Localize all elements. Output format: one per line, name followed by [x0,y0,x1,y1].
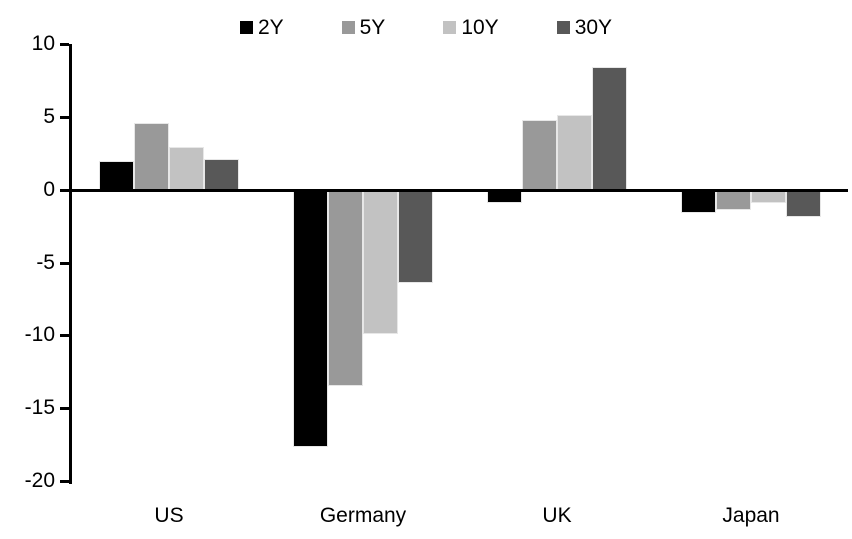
zero-baseline [69,188,848,192]
y-axis-tick [60,188,69,192]
category-label-japan: Japan [722,504,780,527]
bar-us-2y [99,160,134,190]
bar-germany-2y [293,189,328,448]
legend-label: 2Y [257,15,284,39]
bar-us-10y [169,147,204,190]
y-axis-tick [60,115,69,119]
bar-uk-10y [557,115,592,190]
y-axis-tick-label: -20 [24,469,55,492]
category-label-us: US [154,504,184,527]
y-axis-tick-label: -15 [24,396,55,420]
y-axis-tick [60,43,69,46]
bar-japan-30y [786,189,821,218]
legend-item-30y: 30Y [556,15,613,39]
category-label-uk: UK [542,504,572,527]
legend-item-5y: 5Y [341,15,386,39]
bar-uk-5y [522,119,557,190]
bar-us-5y [134,122,169,190]
legend-label: 10Y [461,15,499,39]
y-axis-tick [60,261,69,265]
category-label-germany: Germany [319,504,407,527]
y-axis-tick [60,407,69,411]
y-axis-line [69,44,72,484]
legend-swatch-icon [443,20,457,34]
legend-swatch-icon [556,20,570,34]
bar-germany-10y [363,189,398,334]
legend-label: 5Y [359,15,386,39]
y-axis-tick [60,480,69,483]
y-axis-tick-label: -10 [24,323,55,347]
bar-japan-5y [716,189,751,211]
bar-us-30y [204,159,239,190]
y-axis-tick-label: 5 [43,104,55,128]
bar-japan-2y [681,189,716,213]
bar-germany-5y [328,189,363,387]
legend-label: 30Y [574,15,613,39]
legend-item-10y: 10Y [443,15,499,39]
bar-germany-30y [398,189,433,283]
legend-swatch-icon [239,20,253,34]
y-axis-tick-label: -5 [36,250,55,274]
legend-swatch-icon [341,20,355,34]
chart-legend: 2Y 5Y 10Y 30Y [0,12,852,42]
legend-item-2y: 2Y [239,15,284,39]
y-axis-tick [60,334,69,338]
y-axis-tick-label: 0 [43,177,55,201]
y-axis-tick-label: 10 [31,32,55,55]
bar-uk-30y [592,67,627,190]
